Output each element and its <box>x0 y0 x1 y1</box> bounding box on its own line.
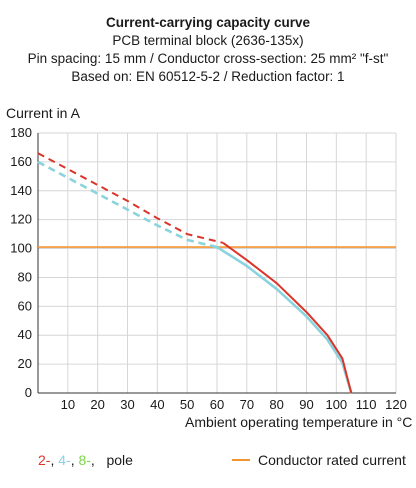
x-tick-label: 70 <box>240 397 254 412</box>
series-line-dashed <box>37 152 224 244</box>
x-tick-label: 50 <box>180 397 194 412</box>
series-line-solid <box>216 246 353 394</box>
legend-pole-4: 4- <box>58 452 71 468</box>
y-tick-label: 100 <box>10 241 32 256</box>
legend-pole-suffix: pole <box>106 452 133 468</box>
chart-subtitle-product: PCB terminal block (2636-135x) <box>112 33 304 48</box>
chart-header: Current-carrying capacity curve PCB term… <box>0 14 416 86</box>
x-tick-label: 120 <box>385 397 407 412</box>
x-tick-label: 40 <box>150 397 164 412</box>
capacity-chart: 0 20 40 60 80 100 120 140 160 180 10 20 30 40 50 60 70 80… <box>10 125 407 412</box>
x-tick-label: 20 <box>90 397 104 412</box>
series-line-solid <box>216 246 353 394</box>
x-tick-label: 110 <box>356 397 377 412</box>
y-tick-label: 120 <box>10 212 32 227</box>
legend-poles: 2-, 4-, 8-, pole <box>38 452 133 468</box>
legend-pole-2: 2- <box>38 452 51 468</box>
y-tick-label: 80 <box>18 269 32 284</box>
x-tick-label: 10 <box>61 397 75 412</box>
rated-current-swatch <box>232 459 250 461</box>
y-tick-label: 0 <box>25 385 32 400</box>
series-line-solid <box>222 241 353 394</box>
x-tick-label: 100 <box>325 397 347 412</box>
x-tick-label: 80 <box>269 397 283 412</box>
x-tick-label: 30 <box>120 397 134 412</box>
chart-title: Current-carrying capacity curve <box>105 15 311 30</box>
y-tick-label: 180 <box>10 125 32 140</box>
y-tick-label: 40 <box>18 327 32 342</box>
chart-subtitle-spacing: Pin spacing: 15 mm / Conductor cross-sec… <box>27 51 389 66</box>
series-line-dashed <box>37 160 218 249</box>
chart-subtitle-standard: Based on: EN 60512-5-2 / Reduction facto… <box>71 69 345 84</box>
y-tick-label: 160 <box>10 154 32 169</box>
x-axis-label: Ambient operating temperature in °C <box>185 414 413 430</box>
x-tick-label: 90 <box>299 397 313 412</box>
y-tick-label: 60 <box>18 298 32 313</box>
y-tick-label: 20 <box>18 356 32 371</box>
x-tick-label: 60 <box>210 397 224 412</box>
legend-rated-current: Conductor rated current <box>232 452 406 468</box>
legend-rated-label: Conductor rated current <box>258 452 406 468</box>
legend-pole-8: 8- <box>78 452 91 468</box>
y-axis-label: Current in A <box>6 105 80 121</box>
y-tick-label: 140 <box>10 183 32 198</box>
